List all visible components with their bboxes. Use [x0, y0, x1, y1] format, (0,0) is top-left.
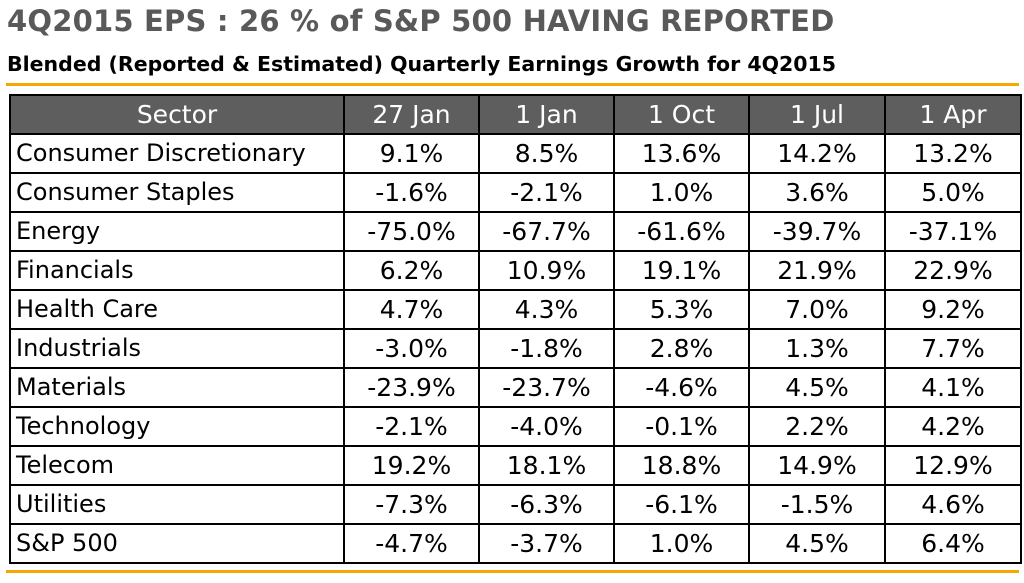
growth-value-cell: -3.0%	[343, 328, 480, 369]
growth-value-cell: -4.0%	[478, 406, 615, 447]
column-header-date: 1 Oct	[613, 94, 750, 135]
growth-value-cell: 1.0%	[613, 523, 750, 564]
growth-value-cell: 18.8%	[613, 445, 750, 486]
growth-value-cell: 4.7%	[343, 289, 480, 330]
column-header-sector: Sector	[9, 94, 345, 135]
table-row: Materials -23.9% -23.7% -4.6% 4.5% 4.1%	[9, 367, 1022, 408]
growth-value-cell: -1.8%	[478, 328, 615, 369]
table-row: Consumer Staples -1.6% -2.1% 1.0% 3.6% 5.0%	[9, 172, 1022, 213]
growth-value-cell: -23.7%	[478, 367, 615, 408]
growth-value-cell: -1.5%	[748, 484, 886, 525]
sector-label: S&P 500	[9, 523, 345, 564]
sector-label: Utilities	[9, 484, 345, 525]
growth-value-cell: -7.3%	[343, 484, 480, 525]
growth-value-cell: -1.6%	[343, 172, 480, 213]
column-header-date: 1 Apr	[884, 94, 1022, 135]
growth-value-cell: 4.5%	[748, 523, 886, 564]
growth-value-cell: 14.2%	[748, 133, 886, 174]
sector-label: Technology	[9, 406, 345, 447]
growth-value-cell: 9.1%	[343, 133, 480, 174]
growth-value-cell: 1.3%	[748, 328, 886, 369]
table-row: Financials 6.2% 10.9% 19.1% 21.9% 22.9%	[9, 250, 1022, 291]
growth-value-cell: 14.9%	[748, 445, 886, 486]
growth-value-cell: -23.9%	[343, 367, 480, 408]
sector-label: Industrials	[9, 328, 345, 369]
page-title: 4Q2015 EPS : 26 % of S&P 500 HAVING REPO…	[7, 4, 835, 38]
bottom-accent-rule	[6, 570, 1019, 573]
table-row: Technology -2.1% -4.0% -0.1% 2.2% 4.2%	[9, 406, 1022, 447]
growth-value-cell: 6.4%	[884, 523, 1022, 564]
growth-value-cell: 1.0%	[613, 172, 750, 213]
table-row: Telecom 19.2% 18.1% 18.8% 14.9% 12.9%	[9, 445, 1022, 486]
growth-value-cell: -0.1%	[613, 406, 750, 447]
growth-value-cell: 6.2%	[343, 250, 480, 291]
sector-label: Consumer Staples	[9, 172, 345, 213]
table-row: Utilities -7.3% -6.3% -6.1% -1.5% 4.6%	[9, 484, 1022, 525]
growth-value-cell: 21.9%	[748, 250, 886, 291]
growth-value-cell: -6.3%	[478, 484, 615, 525]
table-row: Industrials -3.0% -1.8% 2.8% 1.3% 7.7%	[9, 328, 1022, 369]
growth-value-cell: 12.9%	[884, 445, 1022, 486]
table-header: Sector 27 Jan 1 Jan 1 Oct 1 Jul 1 Apr	[9, 94, 1022, 135]
growth-value-cell: 13.2%	[884, 133, 1022, 174]
column-header-date: 1 Jan	[478, 94, 615, 135]
growth-value-cell: 4.1%	[884, 367, 1022, 408]
table-row: S&P 500 -4.7% -3.7% 1.0% 4.5% 6.4%	[9, 523, 1022, 564]
growth-value-cell: 8.5%	[478, 133, 615, 174]
growth-value-cell: 4.3%	[478, 289, 615, 330]
growth-value-cell: 10.9%	[478, 250, 615, 291]
column-header-date: 1 Jul	[748, 94, 886, 135]
growth-value-cell: 4.5%	[748, 367, 886, 408]
sector-label: Health Care	[9, 289, 345, 330]
header-row: Sector 27 Jan 1 Jan 1 Oct 1 Jul 1 Apr	[9, 94, 1022, 135]
sector-label: Energy	[9, 211, 345, 252]
growth-value-cell: -4.6%	[613, 367, 750, 408]
growth-value-cell: -3.7%	[478, 523, 615, 564]
top-accent-rule	[6, 83, 1019, 86]
growth-value-cell: 4.2%	[884, 406, 1022, 447]
growth-value-cell: -2.1%	[343, 406, 480, 447]
page-subtitle: Blended (Reported & Estimated) Quarterly…	[7, 52, 837, 76]
growth-value-cell: 5.0%	[884, 172, 1022, 213]
table-body: Consumer Discretionary 9.1% 8.5% 13.6% 14.2%…	[9, 133, 1022, 564]
growth-value-cell: 2.8%	[613, 328, 750, 369]
table-row: Consumer Discretionary 9.1% 8.5% 13.6% 14.2%…	[9, 133, 1022, 174]
sector-label: Telecom	[9, 445, 345, 486]
growth-value-cell: 2.2%	[748, 406, 886, 447]
growth-value-cell: 5.3%	[613, 289, 750, 330]
growth-value-cell: -39.7%	[748, 211, 886, 252]
sector-label: Financials	[9, 250, 345, 291]
growth-value-cell: 7.0%	[748, 289, 886, 330]
growth-value-cell: 13.6%	[613, 133, 750, 174]
growth-value-cell: 7.7%	[884, 328, 1022, 369]
growth-value-cell: 19.2%	[343, 445, 480, 486]
growth-value-cell: -61.6%	[613, 211, 750, 252]
growth-value-cell: 9.2%	[884, 289, 1022, 330]
growth-value-cell: -37.1%	[884, 211, 1022, 252]
column-header-date: 27 Jan	[343, 94, 480, 135]
earnings-growth-table: Sector 27 Jan 1 Jan 1 Oct 1 Jul 1 Apr Consume…	[9, 94, 1022, 564]
growth-value-cell: -6.1%	[613, 484, 750, 525]
sector-label: Consumer Discretionary	[9, 133, 345, 174]
growth-value-cell: 22.9%	[884, 250, 1022, 291]
growth-value-cell: -75.0%	[343, 211, 480, 252]
growth-value-cell: -67.7%	[478, 211, 615, 252]
growth-value-cell: -4.7%	[343, 523, 480, 564]
growth-value-cell: 4.6%	[884, 484, 1022, 525]
table-row: Energy -75.0% -67.7% -61.6% -39.7% -37.1%	[9, 211, 1022, 252]
table-row: Health Care 4.7% 4.3% 5.3% 7.0% 9.2%	[9, 289, 1022, 330]
growth-value-cell: 19.1%	[613, 250, 750, 291]
growth-value-cell: -2.1%	[478, 172, 615, 213]
growth-value-cell: 18.1%	[478, 445, 615, 486]
growth-value-cell: 3.6%	[748, 172, 886, 213]
sector-label: Materials	[9, 367, 345, 408]
